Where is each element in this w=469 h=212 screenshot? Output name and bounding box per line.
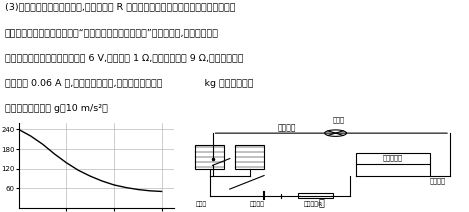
Text: 电流大于 0.06 A 时,磁铁即会被吸引,则只有当质量超过              kg 的车辆违规时: 电流大于 0.06 A 时,磁铁即会被吸引,则只有当质量超过 kg 的车辆违规时 — [5, 79, 253, 88]
Text: (3)通过进一步实验研究知道,该压敏电阵 R 的阵值随压力变化的图像如图丙所示。某同: (3)通过进一步实验研究知道,该压敏电阵 R 的阵值随压力变化的图像如图丙所示。… — [5, 3, 235, 11]
Text: 控制电路: 控制电路 — [250, 202, 265, 207]
Bar — [235, 145, 264, 169]
Text: 指示灯: 指示灯 — [333, 116, 344, 123]
Text: 光控开关: 光控开关 — [430, 177, 446, 184]
Text: 已知该电路中电源的电动势均为 6 V,内阵均为 1 Ω,继电器电阵为 9 Ω,当控制电路中: 已知该电路中电源的电动势均为 6 V,内阵均为 1 Ω,继电器电阵为 9 Ω,当… — [5, 53, 243, 62]
Text: 丁: 丁 — [318, 197, 324, 207]
Text: 工作电路: 工作电路 — [278, 124, 296, 133]
Bar — [298, 193, 333, 198]
Text: 学利用该压敏电阵设计了一种“超重违规证据模拟记录器”的控制电路,如图丁所示。: 学利用该压敏电阵设计了一种“超重违规证据模拟记录器”的控制电路,如图丁所示。 — [5, 28, 219, 37]
Bar — [196, 145, 224, 169]
Text: 才会被记录。（取 g＝10 m/s²）: 才会被记录。（取 g＝10 m/s²） — [5, 104, 107, 113]
Text: 压敏电阵R: 压敏电阵R — [304, 202, 323, 207]
Text: 电控照相机: 电控照相机 — [383, 155, 403, 162]
Bar — [356, 153, 430, 164]
Text: 继电器: 继电器 — [196, 202, 207, 207]
